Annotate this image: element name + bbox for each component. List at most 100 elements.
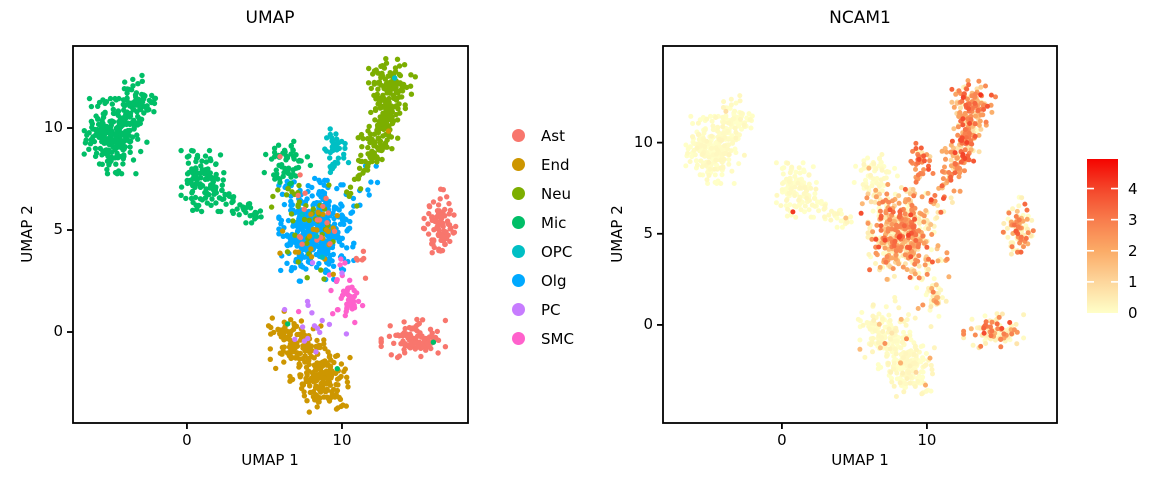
data-point — [729, 168, 735, 174]
data-point — [930, 371, 935, 377]
data-point — [793, 214, 799, 220]
data-point — [828, 217, 834, 223]
data-point — [796, 165, 802, 171]
data-point — [728, 96, 734, 102]
data-point — [731, 116, 737, 122]
data-point — [268, 156, 275, 162]
data-point — [1004, 225, 1010, 231]
data-point — [412, 74, 418, 80]
data-point — [127, 149, 133, 155]
legend-swatch-icon — [512, 274, 525, 287]
data-point — [352, 319, 358, 326]
data-point — [299, 241, 305, 247]
data-point — [120, 138, 127, 144]
data-point — [451, 212, 457, 218]
data-point — [718, 165, 724, 171]
data-point — [273, 365, 279, 372]
data-point — [314, 264, 320, 270]
data-point — [135, 136, 141, 142]
data-point — [911, 351, 917, 357]
legend-swatch-icon — [512, 245, 525, 258]
data-point — [868, 172, 873, 178]
data-point — [202, 189, 208, 196]
data-point — [716, 136, 722, 142]
data-point — [365, 151, 371, 157]
data-point — [435, 350, 441, 356]
data-point — [284, 328, 290, 334]
data-point — [279, 228, 286, 234]
data-point — [894, 370, 900, 376]
data-point — [304, 275, 310, 281]
data-point — [335, 160, 341, 166]
data-point — [358, 152, 364, 158]
plot-border — [72, 45, 469, 424]
data-point — [213, 171, 219, 178]
data-point — [737, 98, 743, 104]
data-point — [976, 78, 982, 84]
data-point — [330, 271, 336, 277]
data-point — [1011, 327, 1017, 333]
data-point — [880, 199, 886, 205]
data-point — [788, 186, 794, 192]
data-point — [918, 145, 924, 151]
data-point — [316, 371, 322, 378]
data-point — [192, 194, 199, 201]
data-point — [1013, 321, 1019, 327]
data-point — [195, 181, 201, 187]
data-point — [915, 172, 921, 178]
data-point — [371, 143, 377, 149]
legend-swatch-icon — [512, 158, 525, 171]
data-point — [296, 364, 302, 370]
data-point — [118, 122, 124, 128]
x-tick-label: 0 — [777, 431, 787, 449]
data-point — [726, 157, 732, 163]
legend-label: Neu — [541, 184, 571, 203]
data-point — [333, 205, 339, 211]
y-tick-label: 5 — [643, 223, 653, 242]
data-point — [89, 124, 95, 131]
data-point — [314, 337, 320, 344]
data-point — [949, 138, 955, 144]
data-point — [373, 92, 380, 98]
data-point — [864, 184, 870, 190]
data-point — [1010, 206, 1016, 212]
data-point — [913, 166, 918, 172]
data-point — [388, 352, 394, 358]
data-point — [415, 344, 421, 350]
data-point — [907, 245, 912, 251]
data-point — [429, 217, 435, 223]
data-point — [1006, 210, 1012, 216]
data-point — [948, 195, 954, 201]
data-point — [329, 144, 335, 150]
data-point — [953, 91, 959, 97]
data-point — [99, 138, 106, 144]
data-point — [1000, 229, 1006, 235]
data-point — [304, 298, 311, 305]
data-point — [790, 209, 796, 215]
data-point — [893, 256, 899, 262]
data-point — [835, 211, 841, 217]
data-point — [365, 144, 371, 151]
data-point — [912, 261, 918, 267]
data-point — [912, 343, 918, 349]
data-point — [399, 94, 405, 100]
data-point — [442, 241, 448, 248]
data-point — [808, 185, 814, 191]
data-point — [297, 172, 303, 178]
data-point — [354, 203, 360, 209]
data-point — [393, 111, 399, 118]
data-point — [935, 243, 941, 249]
data-point — [438, 186, 444, 192]
legend-swatch-icon — [512, 129, 525, 142]
data-point — [976, 122, 982, 128]
data-point — [874, 176, 880, 181]
data-point — [444, 218, 451, 224]
data-point — [732, 125, 738, 131]
legend-swatch-icon — [512, 303, 525, 316]
data-point — [906, 312, 911, 318]
data-point — [949, 200, 955, 205]
data-point — [130, 76, 136, 83]
data-point — [322, 345, 328, 352]
data-point — [898, 360, 903, 366]
data-point — [278, 221, 284, 227]
